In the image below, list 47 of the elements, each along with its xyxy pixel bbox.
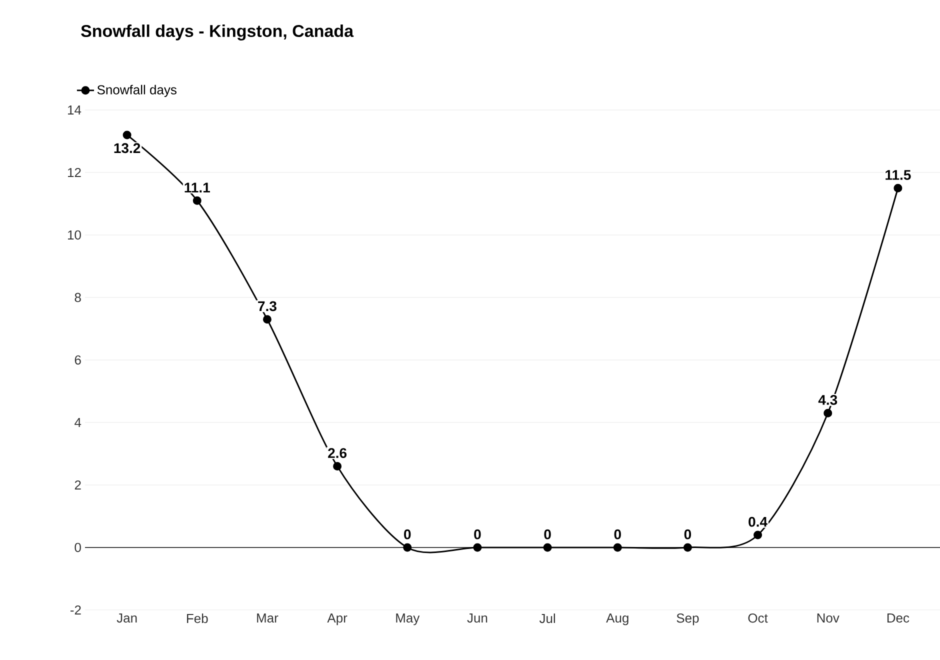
- point: [122, 130, 132, 140]
- data-label: 7.3: [258, 301, 276, 312]
- data-label: 0: [684, 529, 692, 540]
- data-label: 11.5: [886, 170, 911, 180]
- y-tick-label: 12: [68, 168, 81, 178]
- point: [613, 543, 622, 552]
- x-tick-label: Jul: [539, 614, 555, 624]
- chart-title: Snowfall days - Kingston, Canada: [81, 24, 354, 40]
- point: [894, 184, 902, 192]
- x-tick-label: May: [396, 614, 420, 626]
- x-tick-label: Feb: [187, 614, 208, 624]
- y-tick-label: 10: [68, 230, 81, 240]
- point: [262, 315, 272, 324]
- data-label: 0.4: [748, 516, 768, 527]
- data-label: 2.6: [328, 448, 347, 458]
- y-tick-label: 8: [74, 292, 81, 302]
- y-tick-label: 4: [74, 418, 82, 427]
- data-label: 0: [614, 529, 621, 540]
- point: [403, 543, 412, 552]
- data-label: 11.1: [184, 182, 210, 192]
- point: [754, 530, 762, 540]
- point: [192, 196, 202, 205]
- x-tick-label: Apr: [327, 614, 348, 626]
- x-tick-label: Aug: [606, 614, 628, 626]
- point: [543, 543, 552, 552]
- x-tick-label: Sep: [676, 614, 699, 626]
- data-label: 0: [474, 529, 481, 540]
- data-label: 4.3: [818, 394, 838, 405]
- x-tick-label: Dec: [887, 614, 910, 623]
- data-label: 13.2: [114, 143, 140, 154]
- x-tick-label: Oct: [748, 614, 768, 623]
- point: [333, 462, 342, 470]
- y-tick-label: 6: [74, 355, 81, 365]
- data-label: 0: [544, 529, 551, 540]
- x-tick-label: Mar: [257, 614, 278, 623]
- x-tick-label: Nov: [817, 614, 840, 623]
- point: [824, 408, 832, 418]
- y-tick-label: 0: [74, 542, 81, 552]
- y-tick-label: 2: [74, 480, 81, 490]
- x-tick-label: Jun: [467, 614, 488, 623]
- point: [683, 543, 692, 552]
- x-tick-label: Jan: [116, 614, 137, 623]
- legend-label: Snowfall days: [97, 84, 176, 97]
- y-tick-label: -2: [70, 605, 81, 615]
- y-tick-label: 14: [68, 106, 82, 114]
- point: [473, 543, 482, 552]
- data-label: 0: [404, 529, 411, 540]
